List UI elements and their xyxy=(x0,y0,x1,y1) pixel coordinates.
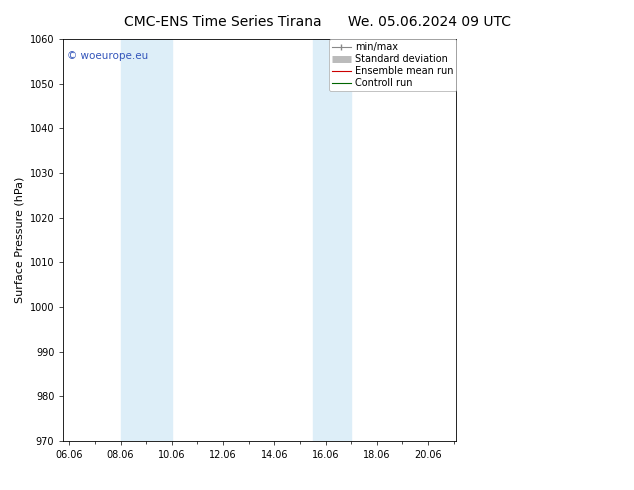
Y-axis label: Surface Pressure (hPa): Surface Pressure (hPa) xyxy=(14,177,24,303)
Bar xyxy=(120,39,159,441)
Bar xyxy=(159,39,172,441)
Text: CMC-ENS Time Series Tirana      We. 05.06.2024 09 UTC: CMC-ENS Time Series Tirana We. 05.06.202… xyxy=(124,15,510,29)
Legend: min/max, Standard deviation, Ensemble mean run, Controll run: min/max, Standard deviation, Ensemble me… xyxy=(329,39,456,91)
Text: © woeurope.eu: © woeurope.eu xyxy=(67,51,148,61)
Bar xyxy=(313,39,325,441)
Bar xyxy=(325,39,351,441)
